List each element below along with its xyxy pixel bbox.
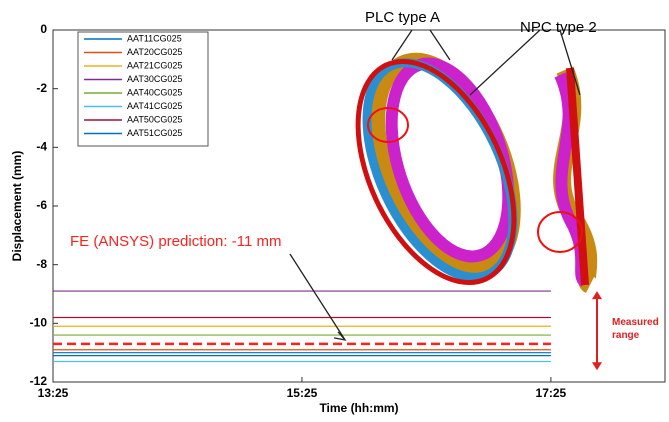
legend-label: AAT41CG025 [127, 101, 182, 111]
x-tick-label: 13:25 [38, 386, 69, 400]
legend-label: AAT51CG025 [127, 128, 182, 138]
y-tick-label: -8 [36, 257, 47, 271]
legend-label: AAT50CG025 [127, 114, 182, 124]
y-tick-label: -10 [30, 316, 48, 330]
prediction-label: FE (ANSYS) prediction: -11 mm [70, 233, 281, 250]
range-label-part: range [612, 330, 640, 341]
y-tick-label: 0 [40, 22, 47, 36]
y-axis-label: Displacement (mm) [10, 151, 24, 262]
legend-label: AAT30CG025 [127, 74, 182, 84]
x-tick-label: 15:25 [287, 386, 318, 400]
chart: Displacement (mm) Time (hh:mm) PLC type … [0, 0, 669, 417]
annotation: NPC type 2 [520, 19, 597, 36]
legend-label: AAT11CG025 [127, 33, 182, 43]
y-tick-label: -2 [36, 81, 47, 95]
x-axis-label: Time (hh:mm) [319, 401, 398, 415]
legend-label: AAT20CG025 [127, 47, 182, 57]
annotation: PLC type A [365, 9, 440, 26]
legend: AAT11CG025 AAT20CG025 AAT21CG025 AAT30CG025… [78, 32, 208, 146]
x-tick-label: 17:25 [536, 386, 567, 400]
y-tick-label: -6 [36, 198, 47, 212]
legend-label: AAT21CG025 [127, 60, 182, 70]
range-label-part: Measured [612, 317, 659, 328]
legend-label: AAT40CG025 [127, 87, 182, 97]
y-tick-label: -4 [36, 140, 47, 154]
